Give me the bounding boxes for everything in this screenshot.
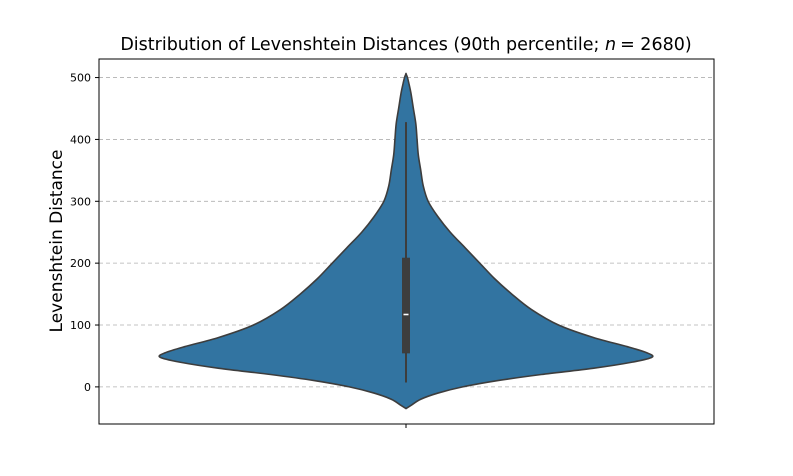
chart-title-n-value: = 2680) [620,35,692,55]
y-tick-label-200: 200 [70,257,91,270]
y-axis-label: Levenshtein Distance [47,150,67,333]
chart-title-n-symbol: n [605,35,616,55]
chart-title-prefix: Distribution of Levenshtein Distances (9… [120,35,605,55]
y-axis-ticks: 0 100 200 300 400 500 [70,72,99,394]
gridlines [99,77,714,388]
y-tick-label-0: 0 [84,381,91,394]
y-tick-label-400: 400 [70,133,91,146]
box-summary [402,122,410,383]
iqr-box [402,257,410,354]
y-tick-label-500: 500 [70,72,91,85]
y-tick-label-300: 300 [70,195,91,208]
chart-title: Distribution of Levenshtein Distances (9… [120,35,691,55]
y-tick-label-100: 100 [70,319,91,332]
